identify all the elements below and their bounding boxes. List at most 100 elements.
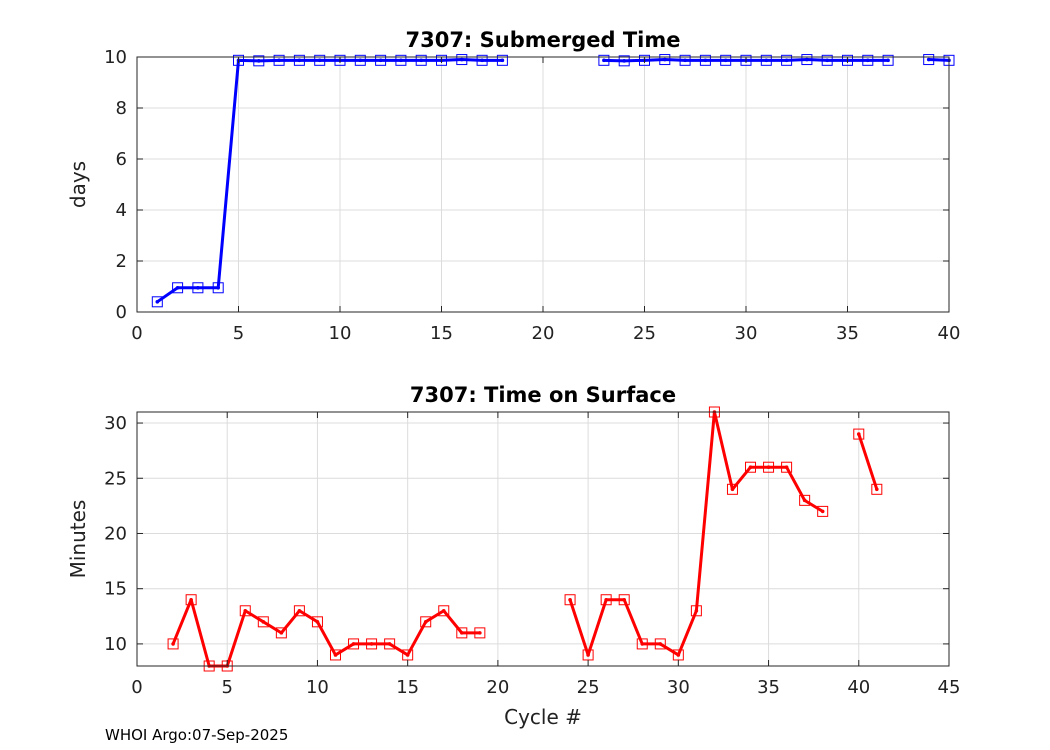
submerged-time-data-point-dot xyxy=(257,59,261,63)
submerged-time-lines xyxy=(156,58,950,304)
submerged-time-data-point xyxy=(172,282,184,294)
submerged-time-xtick-label: 10 xyxy=(329,323,352,344)
submerged-time-data-point xyxy=(293,54,305,66)
time-on-surface-data-point xyxy=(311,616,323,628)
submerged-time-data-point xyxy=(334,54,346,66)
time-on-surface-data-point-dot xyxy=(676,653,681,657)
time-on-surface-data-point-dot xyxy=(640,642,645,646)
submerged-time-data-point xyxy=(842,54,853,66)
submerged-time-data-point-dot xyxy=(926,57,931,62)
time-on-surface-tick-labels: 0 5 10 15 20 25 30 35 40 45 10 15 20 25 30 xyxy=(104,412,960,698)
time-on-surface-data-point xyxy=(185,594,197,606)
time-on-surface-data-point-dot xyxy=(748,465,753,470)
submerged-time-data-point xyxy=(395,54,407,66)
submerged-time-data-point xyxy=(273,54,285,66)
time-on-surface-data-point xyxy=(275,627,287,639)
time-on-surface-data-point xyxy=(564,594,576,606)
time-on-surface-data-point-dot xyxy=(658,642,663,646)
time-on-surface-ytick-label: 20 xyxy=(104,523,127,544)
submerged-time-data-point-dot xyxy=(277,58,281,63)
submerged-time-ytick-label: 10 xyxy=(104,47,127,68)
submerged-time-data-point-dot xyxy=(866,58,870,63)
time-on-surface-data-point xyxy=(293,605,305,617)
submerged-time-data-point xyxy=(436,54,447,66)
submerged-time-data-point xyxy=(801,54,813,66)
time-on-surface-data-point-dot xyxy=(820,509,825,514)
time-on-surface-data-point xyxy=(726,483,738,495)
time-on-surface-ylabel: Minutes xyxy=(66,500,90,579)
time-on-surface-data-point-dot xyxy=(351,642,356,646)
time-on-surface-data-point xyxy=(636,638,648,650)
time-on-surface-data-point-dot xyxy=(766,465,771,470)
submerged-time-data-point xyxy=(760,54,772,66)
submerged-time-data-point xyxy=(151,296,163,308)
submerged-time-data-point xyxy=(699,54,711,66)
time-on-surface-xtick-label: 15 xyxy=(396,677,419,698)
time-on-surface-data-point-dot xyxy=(856,432,861,436)
time-on-surface-xtick-label: 10 xyxy=(306,677,329,698)
time-on-surface-data-point-dot xyxy=(315,620,320,624)
submerged-time-data-point xyxy=(375,54,387,66)
time-on-surface-xtick-label: 20 xyxy=(486,677,509,698)
time-on-surface-data-point xyxy=(763,461,775,473)
time-on-surface-data-point xyxy=(420,616,432,628)
time-on-surface-data-point-dot xyxy=(261,620,266,624)
submerged-time-data-point-dot xyxy=(683,58,687,63)
submerged-time-data-point-dot xyxy=(196,285,200,290)
submerged-time-ytick-label: 6 xyxy=(116,149,127,170)
submerged-time-xtick-label: 15 xyxy=(430,323,453,344)
submerged-time-data-point xyxy=(233,54,244,66)
submerged-time-data-point xyxy=(639,54,650,66)
time-on-surface-xlabel: Cycle # xyxy=(504,705,582,729)
time-on-surface-data-point xyxy=(257,616,269,628)
time-on-surface-data-point xyxy=(582,649,594,661)
time-on-surface-data-point-dot xyxy=(441,608,446,613)
time-on-surface-data-point xyxy=(402,649,414,661)
submerged-time-data-point-dot xyxy=(216,285,220,290)
submerged-time-series-line xyxy=(156,58,503,304)
submerged-time-data-point xyxy=(253,55,265,67)
submerged-time-xtick-label: 20 xyxy=(532,323,555,344)
submerged-time-data-point xyxy=(781,54,793,66)
time-on-surface-data-point-dot xyxy=(279,631,284,635)
submerged-time-xtick-label: 25 xyxy=(633,323,656,344)
time-on-surface-ytick-label: 30 xyxy=(104,413,127,434)
submerged-time-data-point-dot xyxy=(378,58,383,63)
submerged-time-data-point xyxy=(192,282,204,294)
submerged-time-series-line xyxy=(928,58,950,62)
time-on-surface-data-point xyxy=(366,638,378,650)
submerged-time-xtick-label: 35 xyxy=(836,323,859,344)
submerged-time-data-point xyxy=(618,55,630,67)
time-on-surface-data-point xyxy=(456,627,468,639)
time-on-surface-data-point xyxy=(239,605,251,617)
time-on-surface-ytick-label: 10 xyxy=(104,634,127,655)
time-on-surface-data-point xyxy=(781,461,793,473)
time-on-surface-data-point-dot xyxy=(784,465,789,470)
submerged-time-data-point-dot xyxy=(175,285,180,290)
time-on-surface-ytick-label: 15 xyxy=(104,579,127,600)
submerged-time-data-point xyxy=(720,54,732,66)
time-on-surface-data-point-dot xyxy=(478,631,482,635)
submerged-time-data-point-dot xyxy=(764,58,769,63)
submerged-time-data-point-dot xyxy=(155,300,160,304)
time-on-surface-data-point-dot xyxy=(875,487,879,492)
submerged-time-markers xyxy=(151,54,955,308)
submerged-time-ytick-label: 8 xyxy=(116,98,127,119)
submerged-time-data-point xyxy=(821,54,833,66)
submerged-time-data-point-dot xyxy=(500,58,505,63)
submerged-time-data-point-dot xyxy=(602,58,606,63)
submerged-time-ytick-label: 2 xyxy=(116,251,127,272)
submerged-time-data-point xyxy=(679,54,691,66)
submerged-time-data-point xyxy=(496,54,508,66)
submerged-time-xtick-label: 30 xyxy=(735,323,758,344)
submerged-time-data-point-dot xyxy=(460,57,464,62)
time-on-surface-data-point xyxy=(384,638,396,650)
time-on-surface-data-point-dot xyxy=(460,631,464,635)
time-on-surface-data-point-dot xyxy=(802,498,807,503)
time-on-surface-title: 7307: Time on Surface xyxy=(410,383,676,407)
submerged-time-grid xyxy=(136,56,950,313)
time-on-surface-data-point-dot xyxy=(423,620,428,624)
submerged-time-data-point xyxy=(415,54,427,66)
submerged-time-xtick-label: 40 xyxy=(938,323,961,344)
